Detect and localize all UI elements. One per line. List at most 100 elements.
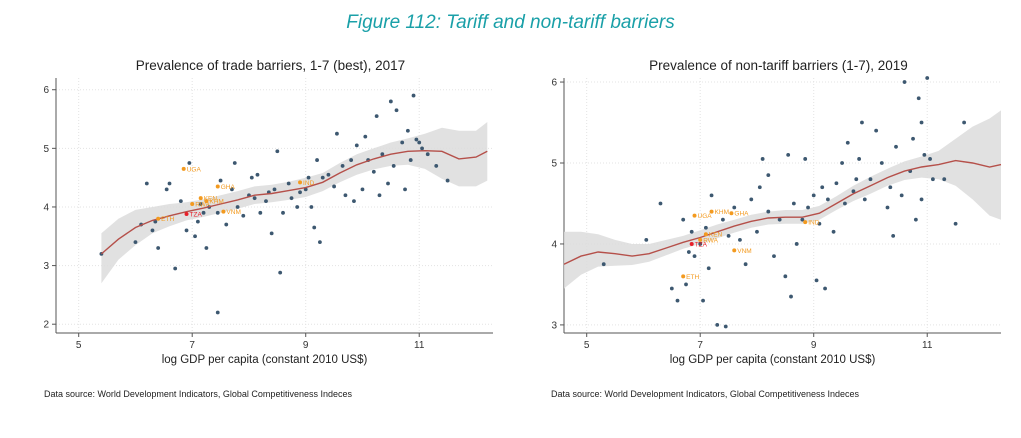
data-point [885, 205, 890, 210]
data-point [913, 217, 918, 222]
data-point [902, 80, 907, 84]
non-tariff-barriers-chart: Prevalence of non-tariff barriers (1-7),… [551, 58, 1002, 366]
confidence-band [101, 122, 488, 284]
data-point [354, 143, 359, 148]
data-point [834, 181, 839, 186]
country-label: VNM [737, 248, 751, 255]
data-point [275, 149, 280, 154]
data-point [215, 310, 220, 315]
data-point [721, 217, 725, 222]
data-point [706, 266, 711, 271]
data-point [269, 231, 274, 236]
data-point [760, 157, 765, 161]
data-point [757, 185, 762, 190]
fit-line [563, 159, 1002, 265]
data-point [272, 187, 277, 192]
x-tick-label: 9 [303, 340, 309, 351]
data-point [811, 193, 816, 198]
data-point [919, 197, 924, 202]
data-point [698, 242, 703, 246]
data-point [156, 246, 161, 250]
data-point [723, 324, 728, 329]
country-point [204, 199, 209, 204]
data-point [420, 146, 424, 151]
data-point [899, 193, 904, 198]
data-point [178, 199, 183, 204]
data-point [922, 153, 927, 157]
y-tick-label: 5 [43, 144, 49, 155]
data-point [766, 173, 771, 178]
country-label: KEN [204, 196, 218, 203]
data-point [281, 210, 285, 215]
data-point [386, 181, 390, 186]
x-tick-label: 7 [189, 340, 195, 351]
data-point [689, 229, 694, 234]
data-point [315, 158, 319, 162]
x-axis-label: log GDP per capita (constant 2010 US$) [162, 354, 368, 366]
data-point [318, 240, 322, 245]
data-point [755, 229, 759, 234]
data-point [306, 175, 311, 180]
country-point [732, 248, 737, 253]
data-point [414, 137, 419, 142]
y-tick-label: 5 [551, 159, 557, 170]
data-point [391, 164, 396, 168]
data-point [930, 177, 935, 182]
data-point [371, 169, 376, 174]
data-point [309, 205, 314, 209]
y-tick-label: 4 [43, 202, 49, 213]
data-point [743, 262, 748, 267]
data-point [230, 187, 234, 192]
data-point [644, 238, 649, 242]
country-point [190, 202, 195, 207]
y-tick-label: 6 [43, 85, 49, 96]
data-point [786, 153, 791, 157]
fit-line [100, 149, 488, 255]
source-note-left: Data source: World Development Indicator… [44, 389, 352, 399]
data-point [820, 185, 825, 190]
chart-title: Prevalence of non-tariff barriers (1-7),… [649, 58, 908, 73]
data-point [879, 161, 884, 165]
y-tick-label: 6 [551, 78, 557, 89]
data-point [601, 262, 606, 267]
data-point [826, 197, 830, 202]
country-label: GHA [734, 211, 749, 218]
data-point [417, 140, 422, 145]
data-point [377, 193, 382, 198]
country-point [298, 180, 303, 185]
data-point [343, 193, 348, 198]
data-point [715, 323, 720, 327]
data-point [681, 217, 686, 222]
data-point [772, 254, 776, 258]
data-point [686, 250, 691, 254]
country-label: IND [303, 180, 315, 187]
data-point [868, 177, 873, 182]
data-point [167, 181, 172, 186]
data-point [425, 152, 430, 157]
data-point [806, 205, 810, 210]
data-point [814, 278, 819, 283]
data-point [249, 175, 254, 180]
data-point [173, 266, 178, 271]
y-tick-label: 2 [43, 320, 49, 331]
data-point [388, 99, 393, 104]
data-point [766, 209, 771, 214]
data-point [352, 199, 356, 204]
x-tick-label: 9 [811, 340, 817, 351]
data-point [201, 210, 206, 215]
y-tick-label: 3 [551, 320, 557, 331]
y-tick-label: 3 [43, 261, 49, 272]
data-point [320, 175, 325, 180]
country-point [184, 212, 189, 216]
data-point [942, 177, 947, 182]
trade-barriers-chart: Prevalence of trade barriers, 1-7 (best)… [43, 58, 493, 366]
data-point [794, 242, 799, 246]
data-point [255, 172, 260, 177]
data-point [738, 238, 742, 242]
data-point [684, 282, 688, 287]
x-tick-label: 11 [414, 340, 425, 351]
data-point [925, 76, 930, 80]
data-point [874, 128, 879, 133]
figure-title: Figure 112: Tariff and non-tariff barrie… [346, 12, 675, 33]
country-label: KHM [715, 209, 729, 216]
